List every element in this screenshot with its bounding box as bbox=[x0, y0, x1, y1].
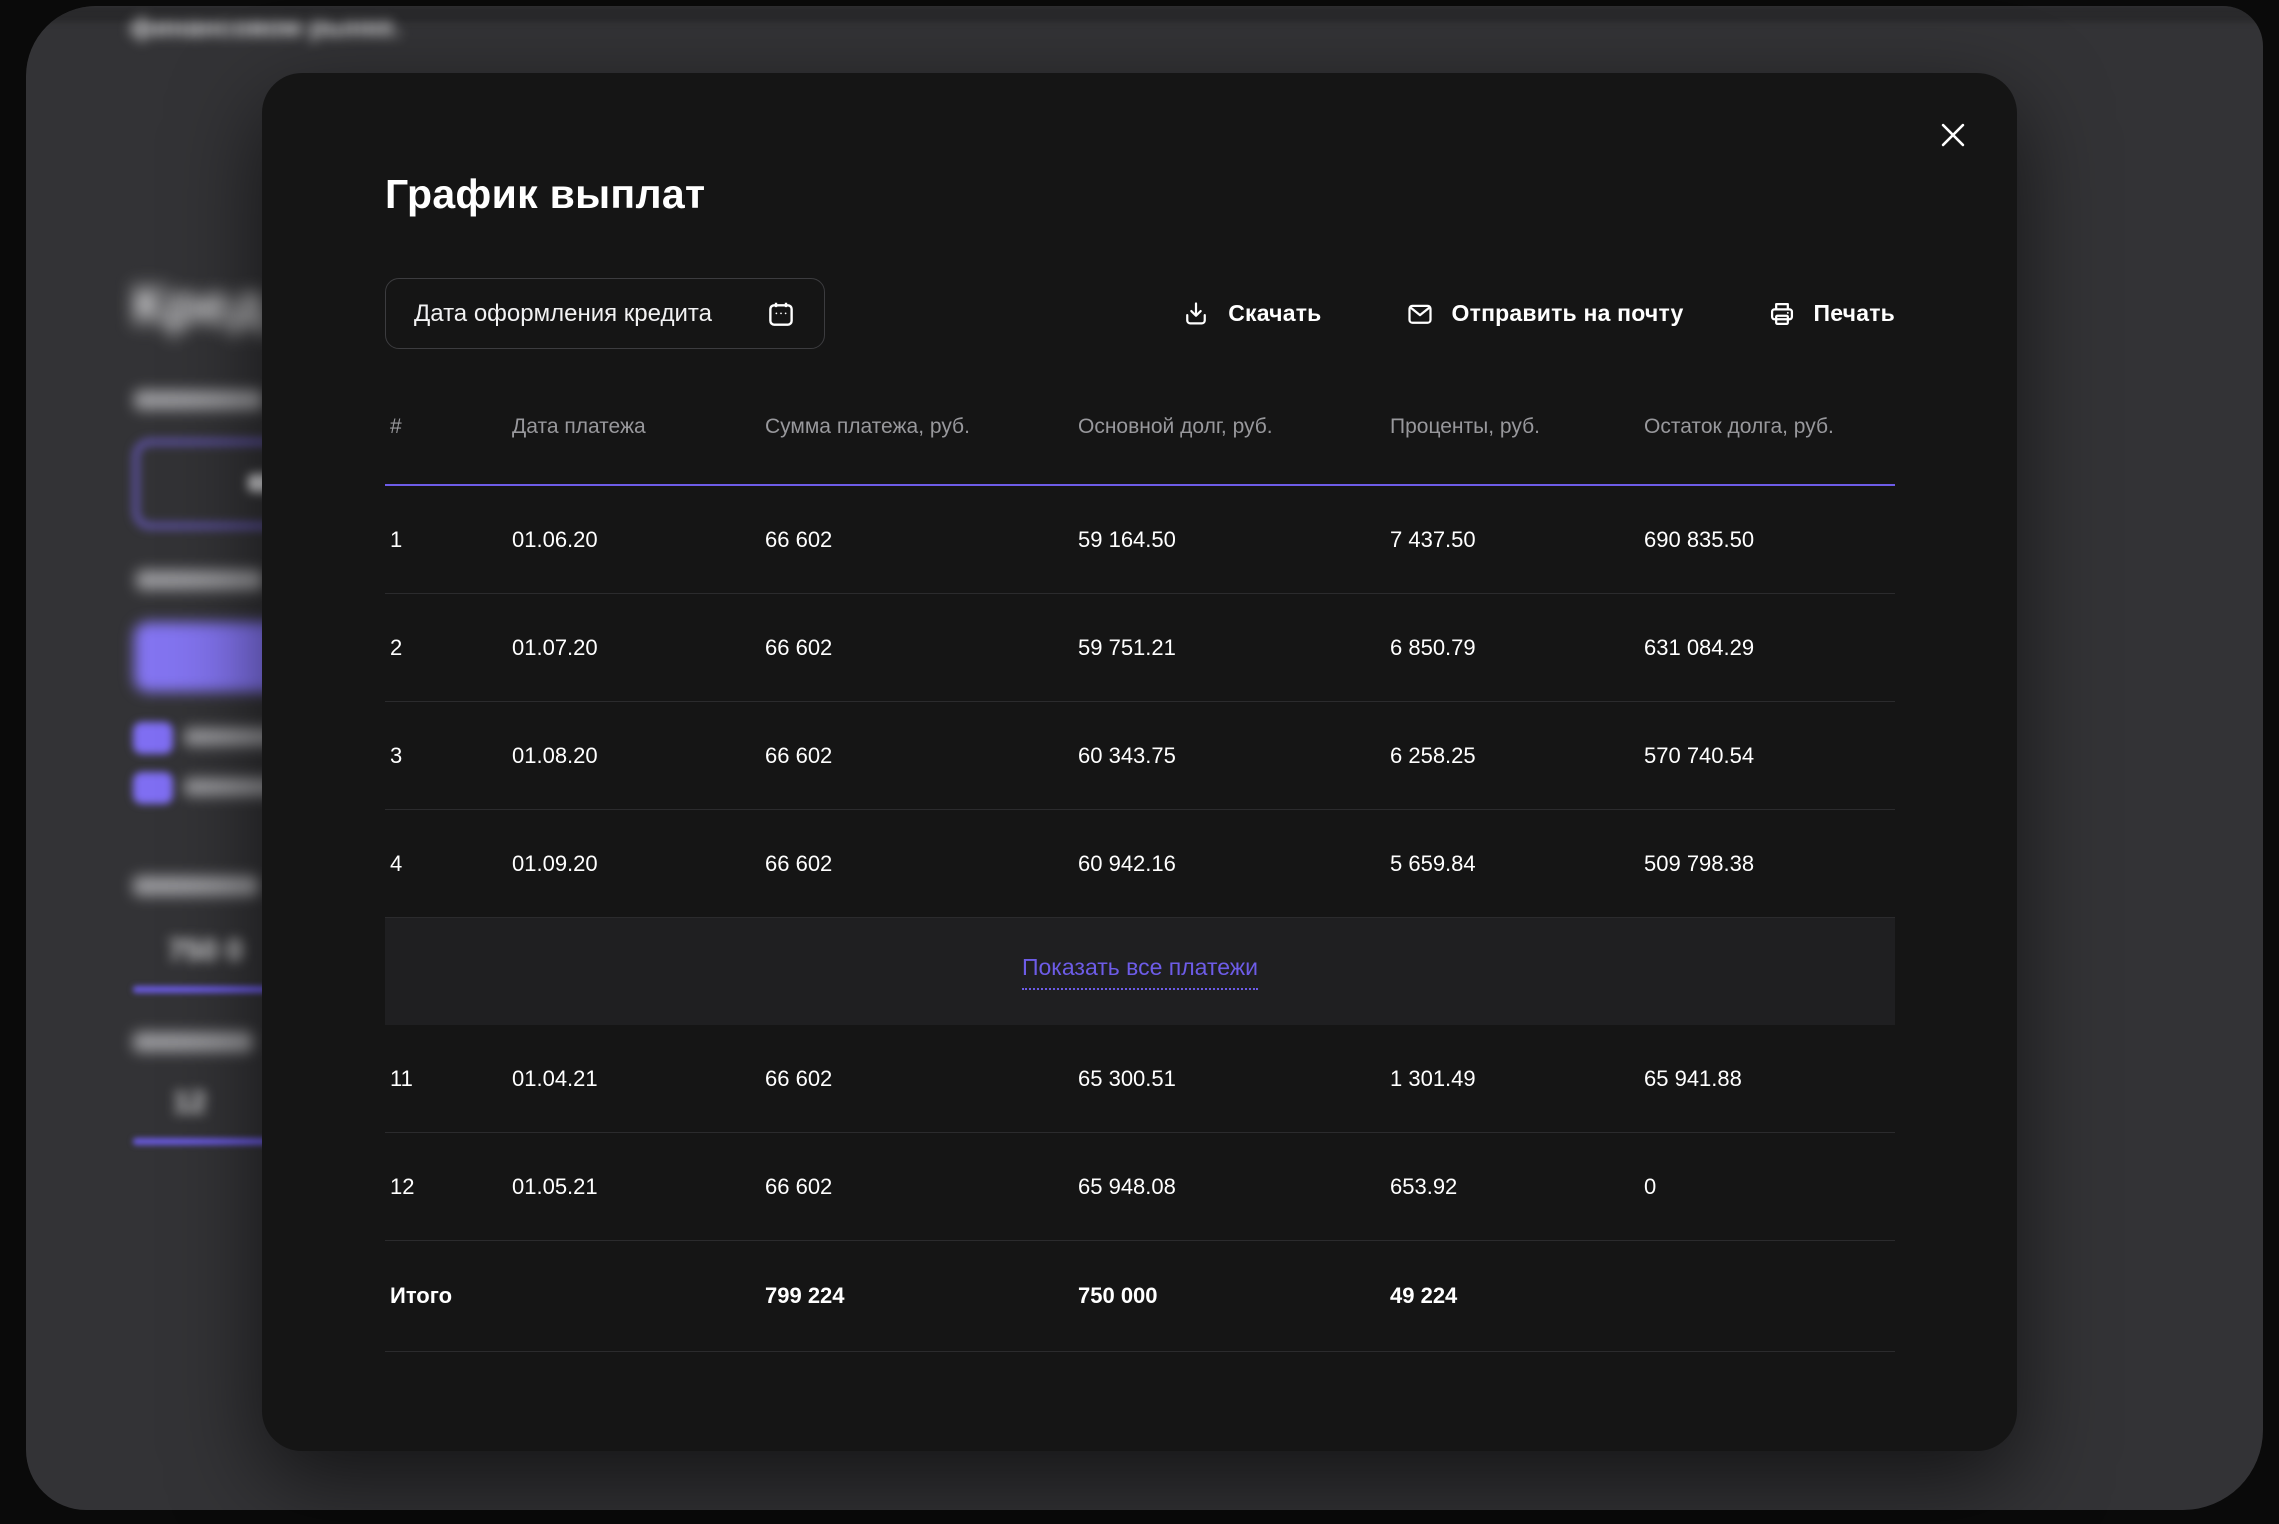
row-balance: 690 835.50 bbox=[1644, 526, 1755, 552]
table-row: 12 01.05.21 66 602 65 948.08 653.92 0 bbox=[385, 1133, 1895, 1241]
background-term-underline bbox=[133, 1138, 333, 1145]
background-checkbox-1-label bbox=[184, 728, 284, 746]
row-interest: 5 659.84 bbox=[1390, 850, 1476, 876]
totals-principal: 750 000 bbox=[1078, 1283, 1158, 1308]
background-checkbox-1 bbox=[133, 722, 173, 754]
row-interest: 653.92 bbox=[1390, 1173, 1458, 1199]
column-header-principal: Основной долг, руб. bbox=[1078, 415, 1273, 438]
row-balance: 570 740.54 bbox=[1644, 742, 1755, 768]
background-category-label bbox=[134, 390, 264, 410]
row-payment: 66 602 bbox=[765, 1065, 833, 1091]
show-all-payments-link[interactable]: Показать все платежи bbox=[1021, 954, 1258, 990]
row-principal: 60 343.75 bbox=[1078, 742, 1176, 768]
background-header-text: финансовом рынке. bbox=[130, 12, 402, 42]
download-button-label: Скачать bbox=[1228, 300, 1322, 326]
modal-title: График выплат bbox=[385, 171, 706, 217]
totals-payment: 799 224 bbox=[765, 1283, 845, 1308]
row-payment: 66 602 bbox=[765, 526, 833, 552]
table-row: 1 01.06.20 66 602 59 164.50 7 437.50 690… bbox=[385, 486, 1895, 594]
send-email-button-label: Отправить на почту bbox=[1451, 300, 1684, 326]
background-heading: Кред bbox=[132, 273, 268, 336]
mail-icon bbox=[1406, 300, 1434, 328]
print-button[interactable]: Печать bbox=[1768, 300, 1896, 328]
background-term-label bbox=[133, 1032, 253, 1052]
row-interest: 6 850.79 bbox=[1390, 634, 1476, 660]
row-balance: 65 941.88 bbox=[1644, 1065, 1742, 1091]
row-principal: 60 942.16 bbox=[1078, 850, 1176, 876]
background-topbar bbox=[26, 6, 2263, 22]
totals-row: Итого 799 224 750 000 49 224 bbox=[385, 1241, 1895, 1352]
column-header-interest: Проценты, руб. bbox=[1390, 415, 1540, 438]
background-documents-label bbox=[136, 570, 264, 590]
row-index: 12 bbox=[390, 1173, 415, 1199]
payment-schedule-table: # Дата платежа Сумма платежа, руб. Основ… bbox=[385, 403, 1895, 1352]
printer-icon bbox=[1768, 300, 1796, 328]
row-principal: 65 300.51 bbox=[1078, 1065, 1176, 1091]
calendar-icon bbox=[766, 299, 796, 329]
print-button-label: Печать bbox=[1813, 300, 1895, 326]
table-row: 11 01.04.21 66 602 65 300.51 1 301.49 65… bbox=[385, 1025, 1895, 1133]
modal-actions: Скачать Отправить на почту bbox=[1182, 278, 1895, 349]
column-header-balance: Остаток долга, руб. bbox=[1644, 415, 1834, 438]
background-amount-value: 750 0 bbox=[168, 934, 244, 967]
loan-date-placeholder: Дата оформления кредита bbox=[414, 299, 712, 327]
background-term-value: 12 bbox=[173, 1086, 207, 1119]
table-row: 4 01.09.20 66 602 60 942.16 5 659.84 509… bbox=[385, 810, 1895, 918]
row-principal: 59 164.50 bbox=[1078, 526, 1176, 552]
row-payment: 66 602 bbox=[765, 634, 833, 660]
row-balance: 631 084.29 bbox=[1644, 634, 1755, 660]
row-interest: 7 437.50 bbox=[1390, 526, 1476, 552]
column-header-index: # bbox=[390, 415, 402, 438]
row-index: 3 bbox=[390, 742, 403, 768]
row-date: 01.05.21 bbox=[512, 1173, 598, 1199]
row-date: 01.07.20 bbox=[512, 634, 598, 660]
row-date: 01.09.20 bbox=[512, 850, 598, 876]
show-all-payments-band: Показать все платежи bbox=[385, 918, 1895, 1025]
download-icon bbox=[1182, 300, 1210, 328]
row-balance: 509 798.38 bbox=[1644, 850, 1755, 876]
table-row: 2 01.07.20 66 602 59 751.21 6 850.79 631… bbox=[385, 594, 1895, 702]
download-button[interactable]: Скачать bbox=[1182, 300, 1321, 328]
totals-interest: 49 224 bbox=[1390, 1283, 1458, 1308]
column-header-payment: Сумма платежа, руб. bbox=[765, 415, 970, 438]
row-interest: 6 258.25 bbox=[1390, 742, 1476, 768]
row-index: 11 bbox=[390, 1065, 413, 1091]
row-payment: 66 602 bbox=[765, 742, 833, 768]
column-header-date: Дата платежа bbox=[512, 415, 646, 438]
row-payment: 66 602 bbox=[765, 850, 833, 876]
row-date: 01.06.20 bbox=[512, 526, 598, 552]
row-principal: 59 751.21 bbox=[1078, 634, 1176, 660]
table-row: 3 01.08.20 66 602 60 343.75 6 258.25 570… bbox=[385, 702, 1895, 810]
background-amount-underline bbox=[133, 986, 333, 993]
row-payment: 66 602 bbox=[765, 1173, 833, 1199]
payment-schedule-modal: График выплат Дата оформления кредита bbox=[262, 73, 2017, 1451]
row-principal: 65 948.08 bbox=[1078, 1173, 1176, 1199]
close-button[interactable] bbox=[1929, 111, 1977, 159]
loan-date-input[interactable]: Дата оформления кредита bbox=[385, 278, 825, 349]
row-interest: 1 301.49 bbox=[1390, 1065, 1476, 1091]
background-checkbox-2-label bbox=[184, 778, 284, 796]
row-index: 2 bbox=[390, 634, 403, 660]
background-checkbox-2 bbox=[133, 772, 173, 804]
row-date: 01.04.21 bbox=[512, 1065, 598, 1091]
row-date: 01.08.20 bbox=[512, 742, 598, 768]
row-balance: 0 bbox=[1644, 1173, 1657, 1199]
close-icon bbox=[1936, 118, 1970, 152]
send-email-button[interactable]: Отправить на почту bbox=[1406, 300, 1684, 328]
totals-label: Итого bbox=[390, 1283, 453, 1308]
row-index: 4 bbox=[390, 850, 403, 876]
table-header-row: # Дата платежа Сумма платежа, руб. Основ… bbox=[385, 403, 1895, 486]
row-index: 1 bbox=[390, 526, 403, 552]
background-amount-label bbox=[133, 876, 259, 896]
